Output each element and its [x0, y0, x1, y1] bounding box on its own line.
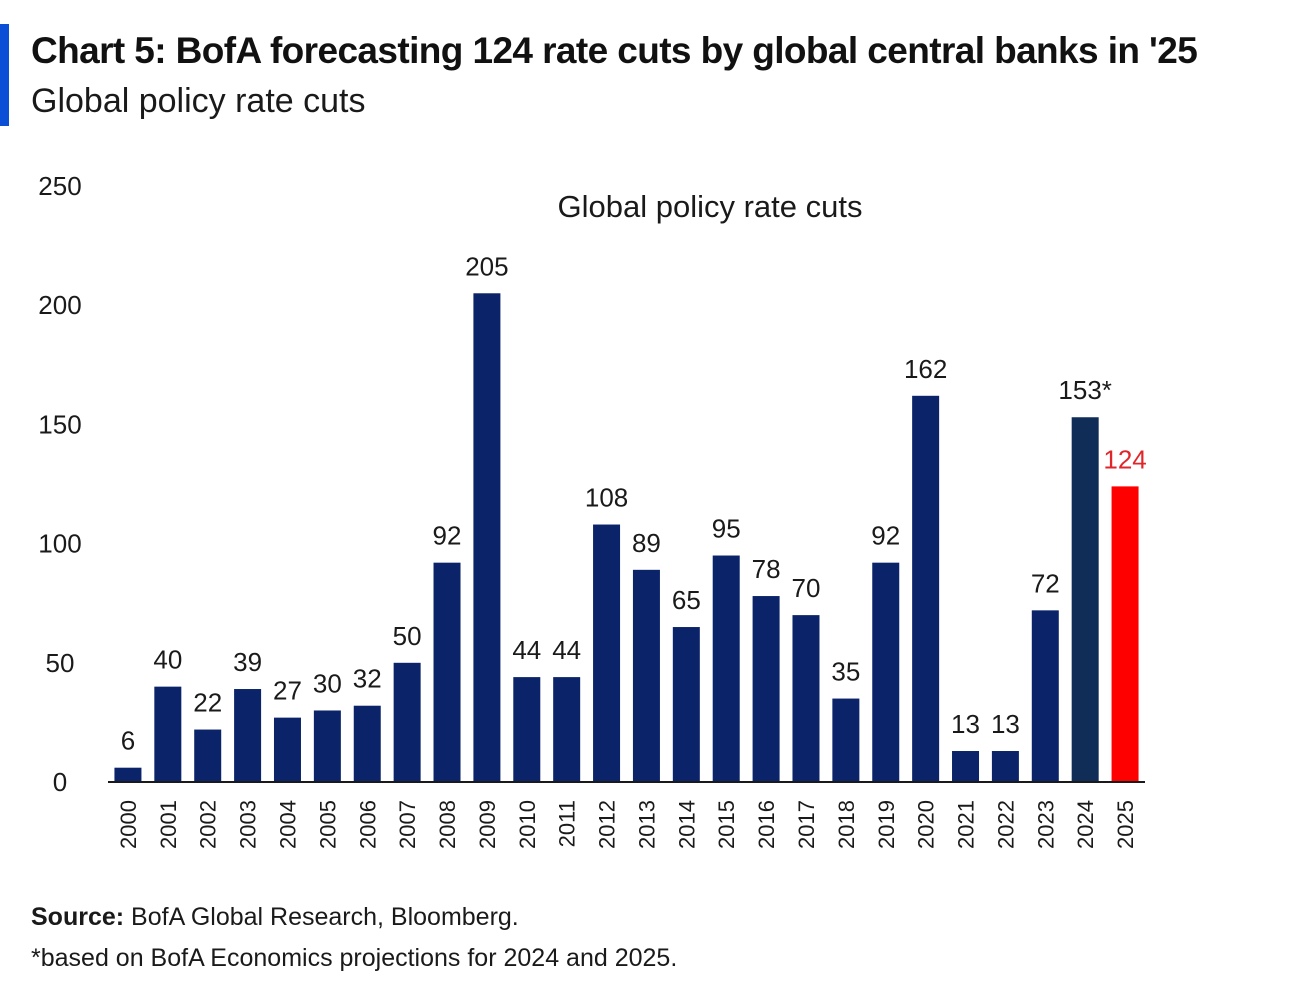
data-label-2013: 89: [632, 528, 661, 558]
data-label-2003: 39: [233, 647, 262, 677]
data-label-2002: 22: [193, 688, 222, 718]
x-tick-label-2004: 2004: [275, 800, 300, 849]
data-label-2019: 92: [871, 521, 900, 551]
data-label-2021: 13: [951, 709, 980, 739]
data-label-2011: 44: [552, 635, 581, 665]
data-label-2004: 27: [273, 676, 302, 706]
bar-2019: [872, 562, 900, 782]
bar-2007: [393, 662, 421, 782]
data-label-2007: 50: [393, 621, 422, 651]
data-label-2008: 92: [433, 521, 462, 551]
y-axis: 0 50 100 150 200 250: [38, 171, 81, 797]
x-tick-label-2011: 2011: [555, 800, 580, 847]
x-tick-label-2022: 2022: [993, 800, 1018, 849]
bar-2000: [114, 767, 142, 782]
data-label-2020: 162: [904, 354, 947, 384]
bar-2011: [553, 677, 581, 782]
x-tick-label-2023: 2023: [1033, 800, 1058, 849]
y-tick-label: 50: [46, 648, 75, 678]
data-label-2014: 65: [672, 585, 701, 615]
x-tick-label-2013: 2013: [634, 800, 659, 849]
bar-2001: [154, 686, 182, 782]
x-tick-label-2003: 2003: [236, 800, 261, 849]
data-label-2025: 124: [1103, 444, 1146, 474]
source-text: BofA Global Research, Bloomberg.: [131, 903, 519, 931]
chart-title: Chart 5: BofA forecasting 124 rate cuts …: [31, 30, 1198, 71]
bar-2018: [832, 698, 860, 782]
x-tick-label-2012: 2012: [595, 800, 620, 849]
data-label-2015: 95: [712, 514, 741, 544]
x-axis: 2000 2001 2002 2003 2004 2005 2006 2007 2008 2009…: [116, 800, 1138, 849]
y-tick-label: 0: [53, 767, 67, 797]
footnote: *based on BofA Economics projections for…: [31, 944, 678, 972]
data-label-2006: 32: [353, 664, 382, 694]
bar-2006: [353, 705, 381, 782]
bar-2017: [792, 615, 820, 782]
data-label-2010: 44: [512, 635, 541, 665]
bar-2010: [513, 677, 541, 782]
x-tick-label-2014: 2014: [674, 800, 699, 849]
x-tick-label-2025: 2025: [1113, 800, 1138, 849]
y-tick-label: 100: [38, 529, 81, 559]
x-tick-label-2007: 2007: [395, 800, 420, 849]
x-tick-label-2015: 2015: [714, 800, 739, 849]
x-tick-label-2020: 2020: [914, 800, 939, 849]
bar-2014: [672, 627, 700, 782]
bar-2024: [1071, 417, 1099, 782]
data-label-2005: 30: [313, 668, 342, 698]
x-tick-label-2000: 2000: [116, 800, 141, 849]
x-tick-label-2017: 2017: [794, 800, 819, 849]
x-tick-label-2021: 2021: [954, 800, 979, 849]
x-tick-label-2016: 2016: [754, 800, 779, 849]
bar-2004: [273, 717, 301, 782]
data-label-2016: 78: [752, 554, 781, 584]
x-tick-label-2001: 2001: [156, 800, 181, 849]
bar-2002: [194, 729, 222, 782]
bar-chart: Global policy rate cuts 050100150200250 …: [38, 171, 1147, 849]
chart-subtitle: Global policy rate cuts: [31, 82, 366, 120]
bar-2022: [991, 751, 1019, 782]
data-label-2001: 40: [153, 645, 182, 675]
x-tick-label-2005: 2005: [315, 800, 340, 849]
source-label: Source:: [31, 903, 125, 931]
bar-2008: [433, 562, 461, 782]
bar-2013: [632, 569, 660, 782]
bars: [114, 293, 1139, 782]
source-line: Source: BofA Global Research, Bloomberg.: [31, 903, 519, 932]
bar-2025: [1111, 486, 1139, 782]
bar-2023: [1031, 610, 1059, 782]
bar-2015: [712, 555, 740, 782]
x-tick-label-2010: 2010: [515, 800, 540, 849]
data-label-2000: 6: [121, 726, 135, 756]
data-label-2023: 72: [1031, 568, 1060, 598]
x-tick-label-2018: 2018: [834, 800, 859, 849]
bar-2012: [593, 524, 621, 782]
bar-2021: [952, 751, 980, 782]
data-label-2024: 153*: [1058, 375, 1112, 405]
data-label-2009: 205: [465, 251, 508, 281]
y-tick-label: 150: [38, 409, 81, 439]
x-tick-label-2008: 2008: [435, 800, 460, 849]
x-tick-label-2024: 2024: [1073, 800, 1098, 849]
x-tick-label-2019: 2019: [874, 800, 899, 849]
data-label-2022: 13: [991, 709, 1020, 739]
y-tick-label: 250: [38, 171, 81, 201]
y-tick-label: 200: [38, 290, 81, 320]
x-tick-label-2009: 2009: [475, 800, 500, 849]
bar-2003: [234, 689, 262, 782]
data-label-2018: 35: [831, 657, 860, 687]
x-tick-label-2002: 2002: [196, 800, 221, 849]
bar-2016: [752, 596, 780, 782]
accent-bar: [0, 24, 9, 126]
data-label-2012: 108: [585, 483, 628, 513]
x-tick-label-2006: 2006: [355, 800, 380, 849]
bar-2005: [313, 710, 341, 782]
bar-2009: [473, 293, 501, 782]
plot-title: Global policy rate cuts: [558, 189, 863, 224]
bar-2020: [912, 395, 940, 782]
data-label-2017: 70: [792, 573, 821, 603]
